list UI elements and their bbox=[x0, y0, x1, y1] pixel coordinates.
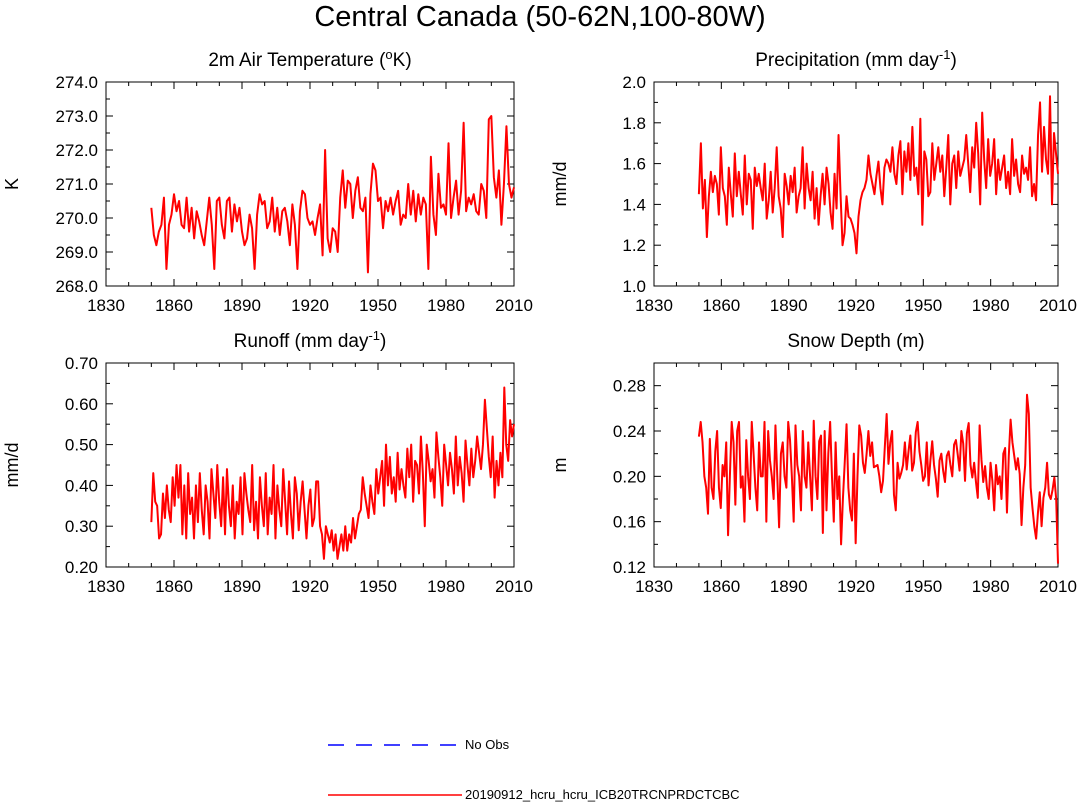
y-axis-label-runoff: mm/d bbox=[2, 443, 22, 488]
y-tick-label: 273.0 bbox=[55, 107, 98, 126]
panel-title-precipitation: Precipitation (mm day-1) bbox=[755, 47, 957, 71]
y-tick-label: 270.0 bbox=[55, 209, 98, 228]
panel-title-temperature: 2m Air Temperature (oK) bbox=[208, 47, 411, 71]
series-line-temperature bbox=[150, 115, 515, 274]
x-tick-label: 1890 bbox=[223, 577, 261, 596]
x-tick-label: 1920 bbox=[291, 577, 329, 596]
x-tick-label: 1920 bbox=[837, 577, 875, 596]
y-tick-label: 268.0 bbox=[55, 277, 98, 296]
x-tick-label: 1890 bbox=[770, 296, 808, 315]
x-tick-label: 1890 bbox=[770, 577, 808, 596]
plot-frame-runoff bbox=[105, 362, 515, 568]
y-tick-label: 0.24 bbox=[613, 422, 646, 441]
x-tick-label: 1830 bbox=[87, 296, 125, 315]
x-tick-label: 1980 bbox=[972, 577, 1010, 596]
x-tick-label: 1980 bbox=[972, 296, 1010, 315]
y-tick-label: 269.0 bbox=[55, 243, 98, 262]
y-tick-label: 0.40 bbox=[65, 476, 98, 495]
legend-label-model: 20190912_hcru_hcru_ICB20TRCNPRDCTCBC bbox=[465, 787, 740, 802]
y-tick-label: 271.0 bbox=[55, 175, 98, 194]
panel-runoff: Runoff (mm day-1) mm/d 1830 1860 1890 1920 195… bbox=[2, 328, 533, 596]
x-tick-label: 1860 bbox=[702, 577, 740, 596]
y-tick-label: 1.6 bbox=[622, 155, 646, 174]
y-tick-label: 0.12 bbox=[613, 558, 646, 577]
y-tick-label: 0.30 bbox=[65, 517, 98, 536]
x-tick-label: 2010 bbox=[1039, 577, 1077, 596]
x-tick-label: 1860 bbox=[702, 296, 740, 315]
y-axis-label-temperature: K bbox=[2, 178, 22, 190]
figure-title: Central Canada (50-62N,100-80W) bbox=[314, 1, 765, 33]
y-tick-label: 272.0 bbox=[55, 141, 98, 160]
panels: 2m Air Temperature (oK) K 1830 1860 1890 1920… bbox=[2, 47, 1077, 596]
x-tick-label: 1950 bbox=[359, 577, 397, 596]
x-tick-label: 1830 bbox=[87, 577, 125, 596]
x-tick-label: 1860 bbox=[155, 296, 193, 315]
legend: No Obs 20190912_hcru_hcru_ICB20TRCNPRDCT… bbox=[328, 737, 740, 802]
series-line-runoff bbox=[150, 386, 515, 560]
x-tick-label: 1890 bbox=[223, 296, 261, 315]
y-tick-label: 0.60 bbox=[65, 395, 98, 414]
y-tick-label: 0.20 bbox=[65, 558, 98, 577]
y-tick-label: 0.16 bbox=[613, 513, 646, 532]
x-tick-label: 1830 bbox=[635, 577, 673, 596]
x-tick-label: 1980 bbox=[427, 577, 465, 596]
y-tick-label: 1.0 bbox=[622, 277, 646, 296]
y-axis-label-precipitation: mm/d bbox=[550, 162, 570, 207]
x-tick-label: 1920 bbox=[291, 296, 329, 315]
panel-title-snow-depth: Snow Depth (m) bbox=[787, 331, 924, 352]
x-tick-label: 1830 bbox=[635, 296, 673, 315]
y-axis-label-snow-depth: m bbox=[550, 458, 570, 473]
x-tick-label: 2010 bbox=[1039, 296, 1077, 315]
y-tick-label: 1.4 bbox=[622, 195, 646, 214]
panel-precipitation: Precipitation (mm day-1) mm/d 1830 1860 1890… bbox=[550, 47, 1077, 315]
x-tick-label: 1950 bbox=[359, 296, 397, 315]
x-tick-label: 1950 bbox=[904, 296, 942, 315]
y-tick-label: 274.0 bbox=[55, 73, 98, 92]
y-tick-label: 2.0 bbox=[622, 73, 646, 92]
x-tick-label: 1980 bbox=[427, 296, 465, 315]
panel-snow-depth: Snow Depth (m) m 1830 1860 1890 1920 1950 1980 2… bbox=[550, 331, 1077, 596]
legend-label-no-obs: No Obs bbox=[465, 737, 510, 752]
panel-temperature: 2m Air Temperature (oK) K 1830 1860 1890 1920… bbox=[2, 47, 533, 315]
x-tick-label: 1920 bbox=[837, 296, 875, 315]
series-line-snow-depth bbox=[697, 393, 1059, 564]
x-tick-label: 1860 bbox=[155, 577, 193, 596]
x-tick-label: 1950 bbox=[904, 577, 942, 596]
y-tick-label: 1.2 bbox=[622, 236, 646, 255]
y-tick-label: 0.28 bbox=[613, 377, 646, 396]
x-tick-label: 2010 bbox=[495, 296, 533, 315]
x-tick-label: 2010 bbox=[495, 577, 533, 596]
y-tick-label: 0.20 bbox=[613, 467, 646, 486]
y-tick-label: 0.70 bbox=[65, 354, 98, 373]
panel-title-runoff: Runoff (mm day-1) bbox=[234, 328, 387, 352]
y-tick-label: 1.8 bbox=[622, 114, 646, 133]
y-tick-label: 0.50 bbox=[65, 436, 98, 455]
series-line-precipitation bbox=[697, 95, 1059, 255]
